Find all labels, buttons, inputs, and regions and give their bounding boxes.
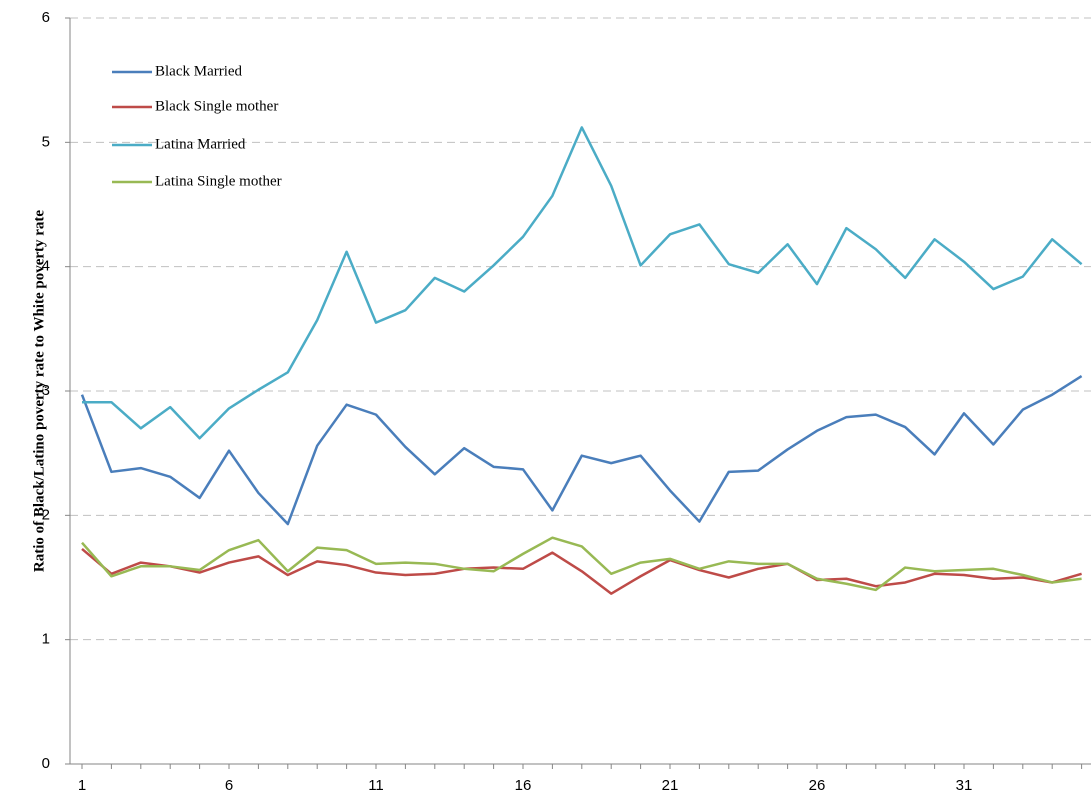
y-tick-label: 1 [42, 631, 50, 648]
legend-label: Black Single mother [155, 98, 278, 114]
legend-label: Black Married [155, 63, 243, 79]
x-tick-label: 11 [368, 777, 384, 794]
series-line [82, 126, 1083, 440]
y-tick-label: 0 [42, 755, 50, 772]
y-tick-label: 3 [42, 382, 50, 399]
y-tick-label: 5 [42, 133, 50, 150]
y-axis-label: Ratio of Black/Latino poverty rate to Wh… [31, 210, 47, 572]
y-tick-label: 4 [42, 258, 50, 275]
y-tick-label: 6 [42, 9, 50, 26]
y-tick-label: 2 [42, 506, 50, 523]
x-tick-label: 21 [662, 777, 679, 794]
series-line [81, 536, 1082, 592]
x-tick-label: 6 [225, 777, 233, 794]
series-line [80, 375, 1083, 526]
x-tick-label: 16 [515, 777, 532, 794]
series-line [81, 547, 1082, 595]
x-tick-label: 26 [809, 777, 826, 794]
legend-label: Latina Single mother [155, 173, 282, 189]
x-tick-label: 31 [956, 777, 973, 794]
x-tick-label: 1 [78, 777, 86, 794]
legend-label: Latina Married [155, 136, 246, 152]
